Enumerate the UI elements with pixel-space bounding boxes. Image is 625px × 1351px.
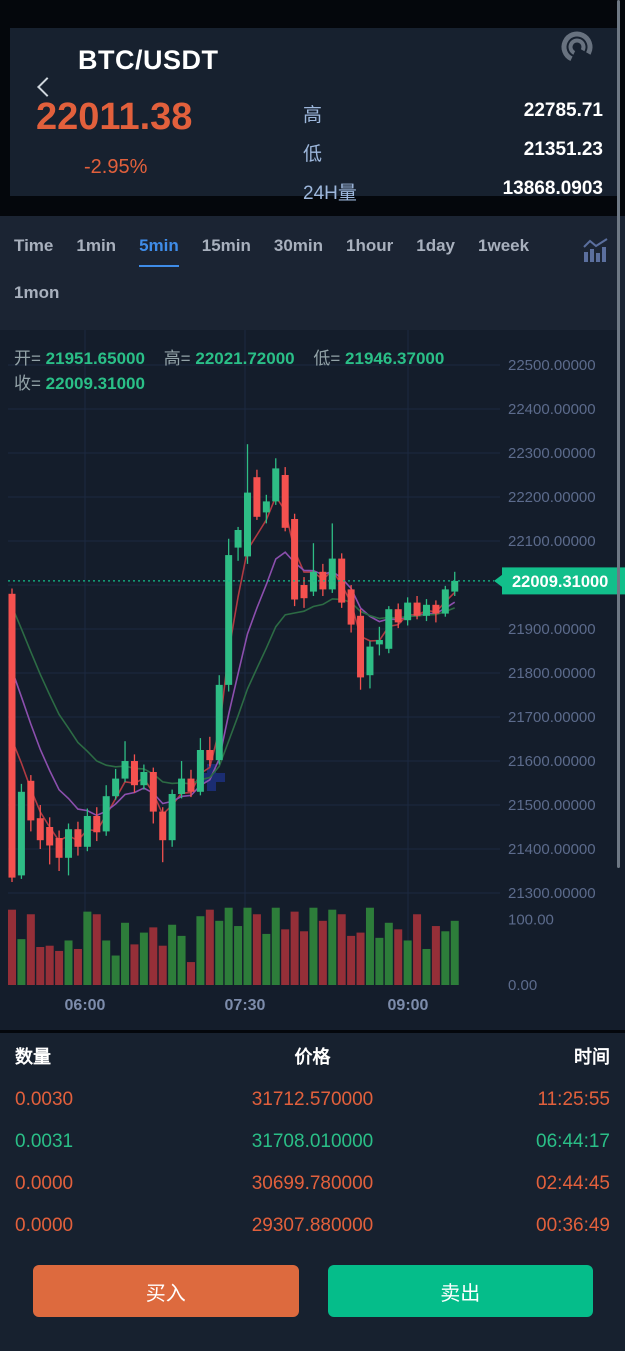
svg-text:0.00: 0.00	[508, 977, 537, 994]
tab-1day[interactable]: 1day	[416, 236, 456, 255]
tab-1min[interactable]: 1min	[76, 236, 117, 255]
high-value: 22021.72000	[195, 349, 295, 368]
col-price: 价格	[294, 1047, 331, 1067]
high-label: 高=	[163, 349, 191, 368]
open-value: 21951.65000	[45, 349, 145, 368]
interval-tab-bar: Time 1min 5min 15min 30min 1hour 1day 1w…	[0, 216, 625, 330]
trade-time: 11:25:55	[537, 1089, 610, 1110]
stat-low: 低 21351.23	[303, 139, 603, 166]
trade-time: 00:36:49	[536, 1215, 610, 1236]
table-row: 0.0030 31712.570000 11:25:55	[0, 1079, 625, 1121]
table-row: 0.0031 31708.010000 06:44:17	[0, 1121, 625, 1163]
sell-button[interactable]: 卖出	[327, 1265, 593, 1317]
tab-30min[interactable]: 30min	[273, 236, 324, 255]
stat-volume-24h: 24H量 13868.0903	[303, 178, 603, 205]
low-label: 低=	[313, 349, 341, 368]
svg-text:06:00: 06:00	[65, 997, 106, 1014]
trade-price: 29307.880000	[251, 1215, 374, 1236]
tab-5min[interactable]: 5min	[139, 236, 179, 267]
svg-text:21300.00000: 21300.00000	[508, 885, 596, 902]
trade-amount: 0.0000	[15, 1173, 74, 1194]
stat-label: 低	[303, 144, 323, 165]
ohlc-legend: 开= 21951.65000 高= 22021.72000 低= 21946.3…	[14, 346, 494, 396]
candlestick-chart[interactable]: 22500.00000 22400.00000 22300.00000 22200.0…	[0, 330, 625, 1030]
svg-text:09:00: 09:00	[388, 997, 429, 1014]
open-label: 开=	[14, 349, 41, 368]
tab-time[interactable]: Time	[14, 236, 54, 255]
svg-text:100.00: 100.00	[508, 912, 554, 929]
table-row: 0.0000 30699.780000 02:44:45	[0, 1163, 625, 1205]
svg-text:22500.00000: 22500.00000	[508, 357, 596, 374]
tab-1week[interactable]: 1week	[478, 236, 530, 255]
chart-style-icon[interactable]	[582, 238, 609, 263]
trade-amount: 0.0031	[15, 1131, 74, 1152]
buy-button[interactable]: 买入	[33, 1265, 299, 1317]
tab-row: 1mon	[14, 283, 611, 303]
svg-text:22009.31000: 22009.31000	[512, 573, 608, 591]
ticker-stats: 高 22785.71 低 21351.23 24H量 13868.0903	[303, 100, 603, 217]
svg-text:21800.00000: 21800.00000	[508, 665, 596, 682]
tab-row: Time 1min 5min 15min 30min 1hour 1day 1w…	[14, 236, 611, 267]
trade-time: 02:44:45	[536, 1173, 610, 1194]
low-value: 21946.37000	[345, 349, 445, 368]
stat-value: 13868.0903	[502, 178, 603, 199]
trade-price: 31708.010000	[251, 1131, 374, 1152]
price-change-percent: -2.95%	[84, 156, 148, 178]
trade-price: 31712.570000	[251, 1089, 374, 1110]
chart-section: 开= 21951.65000 高= 22021.72000 低= 21946.3…	[0, 330, 625, 1030]
last-price: 22011.38	[36, 96, 193, 138]
trade-price: 30699.780000	[251, 1173, 374, 1194]
col-time: 时间	[574, 1047, 610, 1067]
close-label: 收=	[14, 374, 41, 393]
stat-value: 22785.71	[523, 100, 603, 121]
tab-1hour[interactable]: 1hour	[346, 236, 394, 255]
svg-text:22400.00000: 22400.00000	[508, 401, 596, 418]
loading-spinner-icon	[561, 31, 593, 63]
scrollbar[interactable]	[617, 0, 620, 868]
svg-text:21600.00000: 21600.00000	[508, 753, 596, 770]
header: BTC/USDT 22011.38 -2.95% 高 22785.71 低 21…	[10, 28, 617, 204]
tab-15min[interactable]: 15min	[201, 236, 251, 255]
trade-amount: 0.0030	[15, 1089, 74, 1110]
svg-text:21900.00000: 21900.00000	[508, 621, 596, 638]
col-amount: 数量	[15, 1047, 51, 1067]
stat-value: 21351.23	[523, 139, 603, 160]
svg-text:21400.00000: 21400.00000	[508, 841, 596, 858]
svg-text:22200.00000: 22200.00000	[508, 489, 596, 506]
page-title: BTC/USDT	[78, 45, 219, 75]
svg-text:07:30: 07:30	[225, 997, 266, 1014]
close-value: 22009.31000	[45, 374, 145, 393]
action-bar: 买入 卖出	[33, 1265, 593, 1317]
svg-text:21500.00000: 21500.00000	[508, 797, 596, 814]
stat-label: 24H量	[303, 183, 357, 204]
table-row: 0.0000 29307.880000 00:36:49	[0, 1205, 625, 1247]
svg-text:21700.00000: 21700.00000	[508, 709, 596, 726]
table-header-row: 数量 价格 时间	[0, 1033, 625, 1079]
trade-time: 06:44:17	[536, 1131, 610, 1152]
stat-high: 高 22785.71	[303, 100, 603, 127]
stat-label: 高	[303, 105, 323, 126]
tab-1mon[interactable]: 1mon	[14, 283, 60, 302]
trade-amount: 0.0000	[15, 1215, 74, 1236]
svg-text:22300.00000: 22300.00000	[508, 445, 596, 462]
svg-text:22100.00000: 22100.00000	[508, 533, 596, 550]
